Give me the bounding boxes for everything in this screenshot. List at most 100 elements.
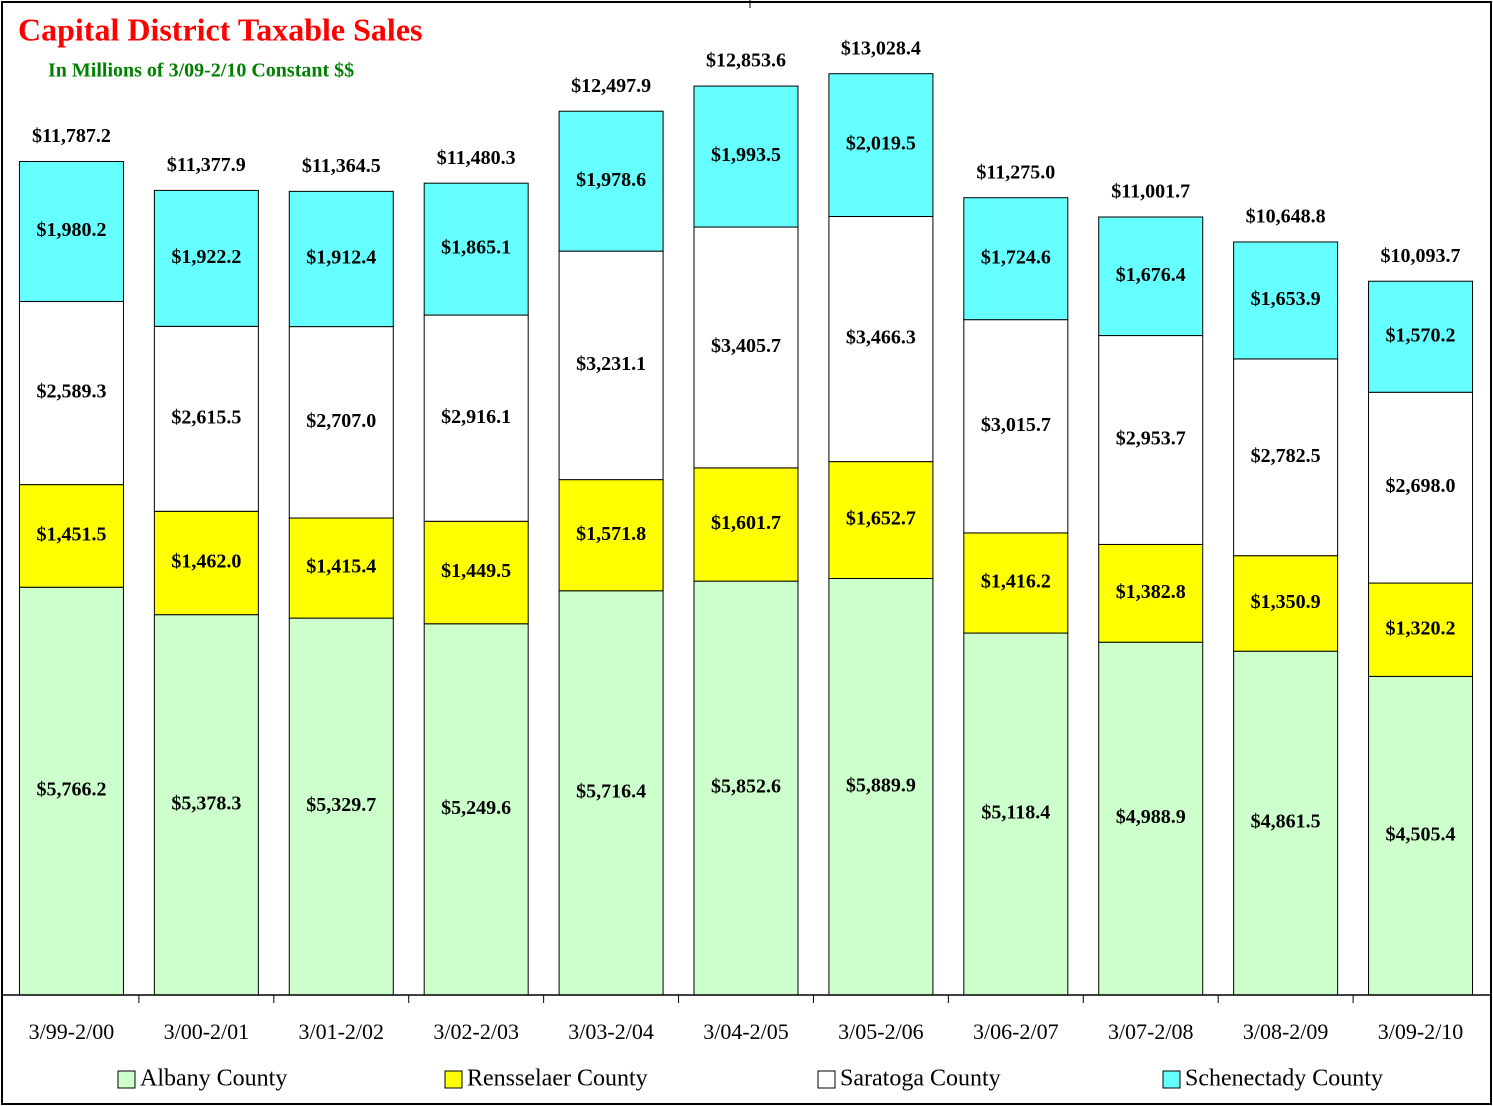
segment-label: $2,019.5 [846,133,916,155]
segment-label: $3,015.7 [981,414,1051,436]
segment-label: $1,912.4 [306,247,376,269]
bar-segment [1368,582,1474,677]
segment-label: $5,716.4 [576,780,646,802]
segment-label: $2,615.5 [171,406,241,428]
bar-segment [153,325,259,512]
segment-label: $4,505.4 [1386,823,1456,845]
segment-label: $5,852.6 [711,776,781,798]
bar-segment [558,250,664,481]
bar-segment [693,580,799,996]
legend-label: Rensselaer County [467,1066,648,1092]
total-label: $13,028.4 [841,37,921,59]
total-label: $10,093.7 [1381,245,1461,267]
bar-segment [963,319,1069,534]
segment-label: $1,462.0 [171,551,241,573]
bar-segment [1233,358,1339,557]
bar-segment [288,517,394,619]
segment-label: $1,980.2 [36,219,106,241]
bar-segment [18,160,124,303]
bar-segment [423,520,529,625]
x-tick-label: 3/05-2/06 [838,1019,924,1044]
segment-label: $3,405.7 [711,335,781,357]
legend-label: Schenectady County [1185,1066,1383,1092]
bar-segment [288,190,394,328]
segment-label: $1,865.1 [441,237,511,259]
segment-label: $1,653.9 [1251,288,1321,310]
legend-label: Saratoga County [840,1066,1001,1092]
bar-segment [963,632,1069,996]
segment-label: $1,350.9 [1251,591,1321,613]
bar-segment [1233,241,1339,360]
legend-swatch [1162,1070,1181,1089]
segment-label: $2,707.0 [306,410,376,432]
x-tick-label: 3/01-2/02 [298,1019,384,1044]
segment-label: $1,676.4 [1116,264,1186,286]
segment-label: $2,953.7 [1116,428,1186,450]
x-tick-label: 3/02-2/03 [433,1019,519,1044]
bar-segment [288,617,394,996]
segment-label: $3,466.3 [846,327,916,349]
segment-label: $5,329.7 [306,794,376,816]
segment-label: $2,698.0 [1386,475,1456,497]
segment-label: $1,571.8 [576,523,646,545]
bar-segment [18,301,124,486]
bar-segment [828,577,934,996]
total-label: $12,497.9 [571,75,651,97]
bar-segment [423,314,529,522]
bar-segment [1368,391,1474,584]
x-tick-label: 3/09-2/10 [1378,1019,1464,1044]
bar-segment [558,479,664,592]
segment-label: $4,988.9 [1116,806,1186,828]
bar-segment [1368,675,1474,996]
bar-segment [1368,280,1474,393]
total-label: $11,275.0 [976,161,1055,183]
bar-segment [828,461,934,579]
bar-segment [423,623,529,996]
bar-segment [423,182,529,316]
bar-segment [153,614,259,996]
bar-segment [153,510,259,616]
bar-segment [1098,216,1204,337]
chart-title: Capital District Taxable Sales [18,11,422,47]
total-label: $11,787.2 [32,125,111,147]
legend-swatch [817,1070,836,1089]
x-tick-label: 3/06-2/07 [973,1019,1059,1044]
legend-swatch [117,1070,136,1089]
segment-label: $2,916.1 [441,406,511,428]
segment-label: $5,766.2 [36,779,106,801]
segment-label: $2,782.5 [1251,445,1321,467]
segment-label: $1,601.7 [711,512,781,534]
segment-label: $5,889.9 [846,774,916,796]
segment-label: $1,922.2 [171,246,241,268]
legend-label: Albany County [140,1066,287,1092]
segment-label: $1,449.5 [441,560,511,582]
segment-label: $5,118.4 [981,802,1050,824]
segment-label: $1,570.2 [1386,324,1456,346]
total-label: $11,364.5 [302,155,381,177]
segment-label: $1,451.5 [36,524,106,546]
bar-segment [1098,335,1204,545]
segment-label: $1,724.6 [981,246,1051,268]
segment-label: $1,415.4 [306,556,376,578]
bar-segment [558,110,664,252]
segment-label: $3,231.1 [576,353,646,375]
total-label: $11,377.9 [167,154,246,176]
segment-label: $5,249.6 [441,797,511,819]
bar-segment [693,467,799,582]
total-label: $10,648.8 [1246,206,1326,228]
total-label: $11,001.7 [1111,181,1190,203]
bar-segment [963,532,1069,634]
x-tick-label: 3/04-2/05 [703,1019,789,1044]
bar-segment [558,590,664,996]
total-label: $11,480.3 [437,147,516,169]
segment-label: $5,378.3 [171,792,241,814]
x-tick-label: 3/00-2/01 [164,1019,250,1044]
segment-label: $1,993.5 [711,144,781,166]
segment-label: $1,416.2 [981,571,1051,593]
bar-segment [1233,650,1339,996]
legend-swatch [444,1070,463,1089]
segment-label: $1,978.6 [576,169,646,191]
x-tick-label: 3/07-2/08 [1108,1019,1194,1044]
segment-label: $1,382.8 [1116,581,1186,603]
